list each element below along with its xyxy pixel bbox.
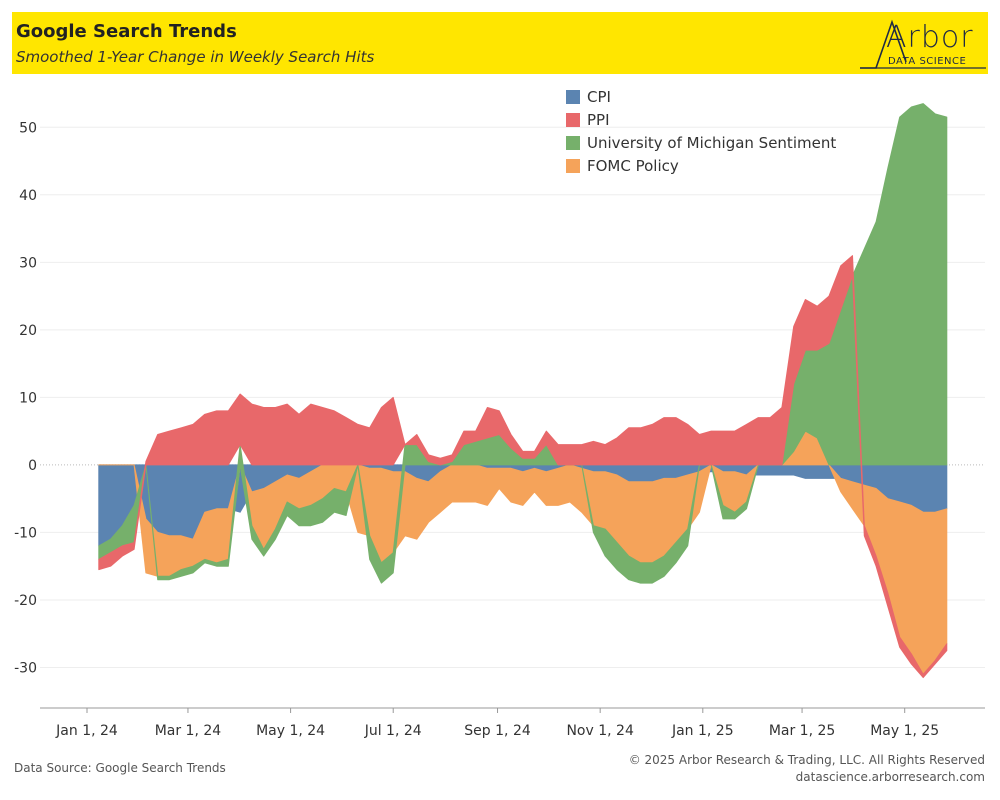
arbor-logo: Arbor DATA SCIENCE [858, 14, 988, 72]
y-tick-label: 20 [19, 323, 37, 339]
legend-swatch-fomc-policy [566, 159, 580, 173]
logo-word: Arbor [886, 20, 974, 55]
legend-label-ppi: PPI [587, 111, 610, 129]
x-tick-label: Mar 1, 25 [769, 723, 836, 739]
x-tick-label: Sep 1, 24 [464, 723, 531, 739]
logo-subtitle: DATA SCIENCE [888, 56, 967, 67]
area-university-of-michigan-sentiment [98, 103, 948, 584]
x-tick-label: May 1, 25 [870, 723, 939, 739]
chart-title: Google Search Trends [16, 21, 237, 42]
logo-mark-icon [860, 19, 986, 69]
y-tick-label: 30 [19, 255, 37, 271]
x-tick-label: Jul 1, 24 [364, 723, 422, 739]
legend-swatch-university-of-michigan-sentiment [566, 136, 580, 150]
copyright-text: © 2025 Arbor Research & Trading, LLC. Al… [628, 753, 985, 767]
y-tick-label: 0 [28, 458, 37, 474]
legend: CPI PPI University of Michigan Sentiment FO… [566, 88, 836, 175]
header-banner: Google Search Trends Smoothed 1-Year Cha… [12, 12, 988, 74]
x-tick-label: Nov 1, 24 [566, 723, 633, 739]
x-tick-label: Mar 1, 24 [155, 723, 222, 739]
axes: 50 40 30 20 10 0 -10 -20 -30 Jan 1, 24 Mar 1, 24 Ma… [14, 120, 985, 739]
legend-label-university-of-michigan-sentiment: University of Michigan Sentiment [587, 134, 836, 152]
y-tick-label: -20 [14, 593, 37, 609]
website-link[interactable]: datascience.arborresearch.com [795, 770, 985, 784]
y-tick-label: -30 [14, 660, 37, 676]
legend-label-fomc-policy: FOMC Policy [587, 157, 679, 175]
x-tick-label: May 1, 24 [256, 723, 325, 739]
x-tick-label: Jan 1, 24 [55, 723, 118, 739]
legend-swatch-ppi [566, 113, 580, 127]
footer-credits: © 2025 Arbor Research & Trading, LLC. Al… [629, 752, 985, 786]
chart-subtitle: Smoothed 1-Year Change in Weekly Search … [16, 48, 375, 66]
y-tick-label: 40 [19, 188, 37, 204]
y-tick-label: 10 [19, 390, 37, 406]
y-tick-label: -10 [14, 525, 37, 541]
legend-swatch-cpi [566, 90, 580, 104]
area-ppi [98, 255, 948, 679]
plot-area [98, 103, 948, 679]
data-source-note: Data Source: Google Search Trends [14, 761, 226, 775]
y-tick-label: 50 [19, 120, 37, 136]
x-tick-label: Jan 1, 25 [671, 723, 734, 739]
legend-label-cpi: CPI [587, 88, 611, 106]
